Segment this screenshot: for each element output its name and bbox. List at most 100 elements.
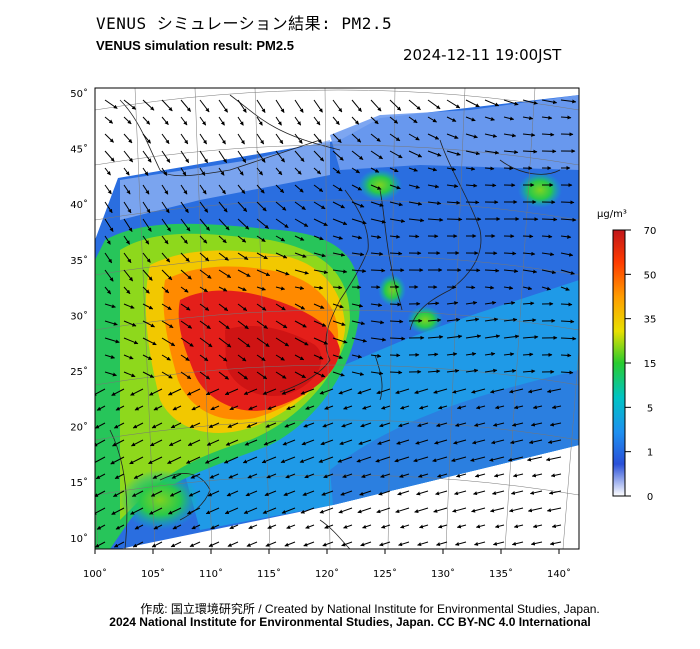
wind-arrow bbox=[266, 473, 277, 479]
wind-arrow bbox=[446, 352, 458, 357]
longitude-axis: 100˚ 105˚ 110˚ 115˚ 120˚ 125˚ 130˚ 135˚ 140˚ bbox=[83, 549, 571, 580]
wind-arrow bbox=[229, 405, 239, 411]
wind-arrow bbox=[104, 150, 115, 162]
wind-arrow bbox=[256, 337, 270, 348]
wind-arrow bbox=[256, 286, 266, 291]
wind-arrow bbox=[180, 218, 191, 232]
wind-arrow bbox=[400, 524, 410, 529]
wind-arrow bbox=[395, 388, 410, 395]
wind-arrow bbox=[205, 388, 220, 396]
wind-arrow bbox=[560, 336, 577, 341]
wind-arrow bbox=[111, 388, 125, 396]
wind-arrow bbox=[246, 541, 258, 547]
wind-arrow bbox=[208, 541, 220, 547]
wind-arrow bbox=[142, 201, 151, 214]
wind-arrow bbox=[377, 439, 391, 445]
wind-arrow bbox=[433, 507, 448, 513]
wind-arrow bbox=[427, 352, 439, 357]
wind-arrow bbox=[189, 541, 201, 548]
wind-arrow bbox=[332, 354, 343, 359]
wind-arrow bbox=[313, 201, 326, 210]
wind-arrow bbox=[370, 251, 384, 256]
wind-arrow bbox=[551, 524, 562, 529]
wind-arrow bbox=[133, 473, 144, 479]
wind-arrow bbox=[465, 285, 476, 290]
wind-arrow bbox=[389, 133, 401, 142]
wind-arrow bbox=[433, 388, 448, 394]
wind-arrow bbox=[332, 201, 345, 209]
wind-arrow bbox=[237, 150, 247, 163]
wind-arrow bbox=[237, 167, 244, 176]
wind-arrow bbox=[389, 201, 403, 207]
wind-arrow bbox=[416, 490, 429, 496]
wind-arrow bbox=[237, 235, 247, 243]
latitude-tick-label: 45˚ bbox=[70, 144, 88, 156]
wind-arrow bbox=[280, 456, 296, 464]
wind-arrow bbox=[332, 303, 344, 309]
wind-arrow bbox=[294, 252, 307, 258]
wind-arrow bbox=[484, 150, 500, 155]
wind-arrow bbox=[286, 405, 296, 410]
wind-arrow bbox=[503, 99, 519, 106]
wind-arrow bbox=[275, 99, 285, 113]
wind-arrow bbox=[199, 201, 209, 213]
wind-arrow bbox=[560, 269, 575, 275]
wind-arrow bbox=[512, 473, 524, 478]
wind-arrow bbox=[474, 541, 486, 546]
wind-arrow bbox=[475, 405, 486, 410]
wind-arrow bbox=[503, 352, 515, 357]
wind-arrow bbox=[313, 320, 327, 327]
wind-arrow bbox=[473, 490, 486, 496]
wind-arrow bbox=[123, 184, 131, 195]
wind-arrow bbox=[560, 234, 572, 239]
wind-arrow bbox=[503, 116, 515, 121]
wind-arrow bbox=[370, 99, 382, 112]
wind-arrow bbox=[294, 218, 309, 228]
wind-arrow bbox=[294, 320, 307, 328]
wind-arrow bbox=[142, 235, 150, 245]
wind-arrow bbox=[170, 541, 182, 548]
wind-arrow bbox=[474, 473, 486, 478]
wind-arrow bbox=[370, 150, 383, 160]
wind-arrow bbox=[237, 337, 251, 348]
wind-arrow bbox=[199, 337, 213, 348]
wind-arrow bbox=[398, 422, 410, 428]
wind-arrow bbox=[199, 320, 211, 330]
wind-arrow bbox=[419, 524, 429, 529]
wind-arrow bbox=[465, 334, 482, 339]
wind-arrow bbox=[256, 99, 266, 113]
wind-arrow bbox=[208, 422, 220, 428]
wind-arrow bbox=[313, 303, 325, 309]
wind-arrow bbox=[389, 302, 402, 307]
wind-arrow bbox=[560, 217, 577, 222]
wind-arrow bbox=[343, 405, 353, 410]
wind-arrow bbox=[434, 439, 448, 445]
colorbar-tick-label: 70 bbox=[644, 226, 657, 237]
wind-arrow bbox=[319, 388, 334, 395]
wind-arrow bbox=[560, 252, 574, 257]
wind-arrow bbox=[151, 422, 163, 429]
wind-arrow bbox=[256, 371, 268, 380]
wind-arrow bbox=[508, 456, 524, 462]
wind-arrow bbox=[180, 337, 194, 347]
wind-arrow bbox=[522, 251, 536, 256]
wind-arrow bbox=[318, 456, 334, 463]
wind-arrow bbox=[301, 439, 315, 446]
wind-arrow bbox=[123, 269, 134, 282]
wind-arrow bbox=[381, 524, 391, 529]
wind-arrow bbox=[210, 524, 220, 530]
wind-arrow bbox=[129, 456, 144, 465]
wind-arrow bbox=[541, 132, 555, 137]
wind-arrow bbox=[453, 439, 467, 445]
wind-arrow bbox=[408, 150, 423, 158]
wind-arrow bbox=[530, 422, 543, 427]
wind-arrow bbox=[321, 490, 334, 496]
wind-arrow bbox=[322, 541, 334, 547]
wind-arrow bbox=[152, 473, 163, 479]
wind-arrow bbox=[351, 337, 367, 343]
wind-arrow bbox=[342, 473, 353, 478]
wind-arrow bbox=[161, 218, 172, 232]
wind-arrow bbox=[218, 337, 232, 348]
latitude-tick-label: 40˚ bbox=[70, 199, 88, 211]
wind-arrow bbox=[484, 334, 501, 339]
